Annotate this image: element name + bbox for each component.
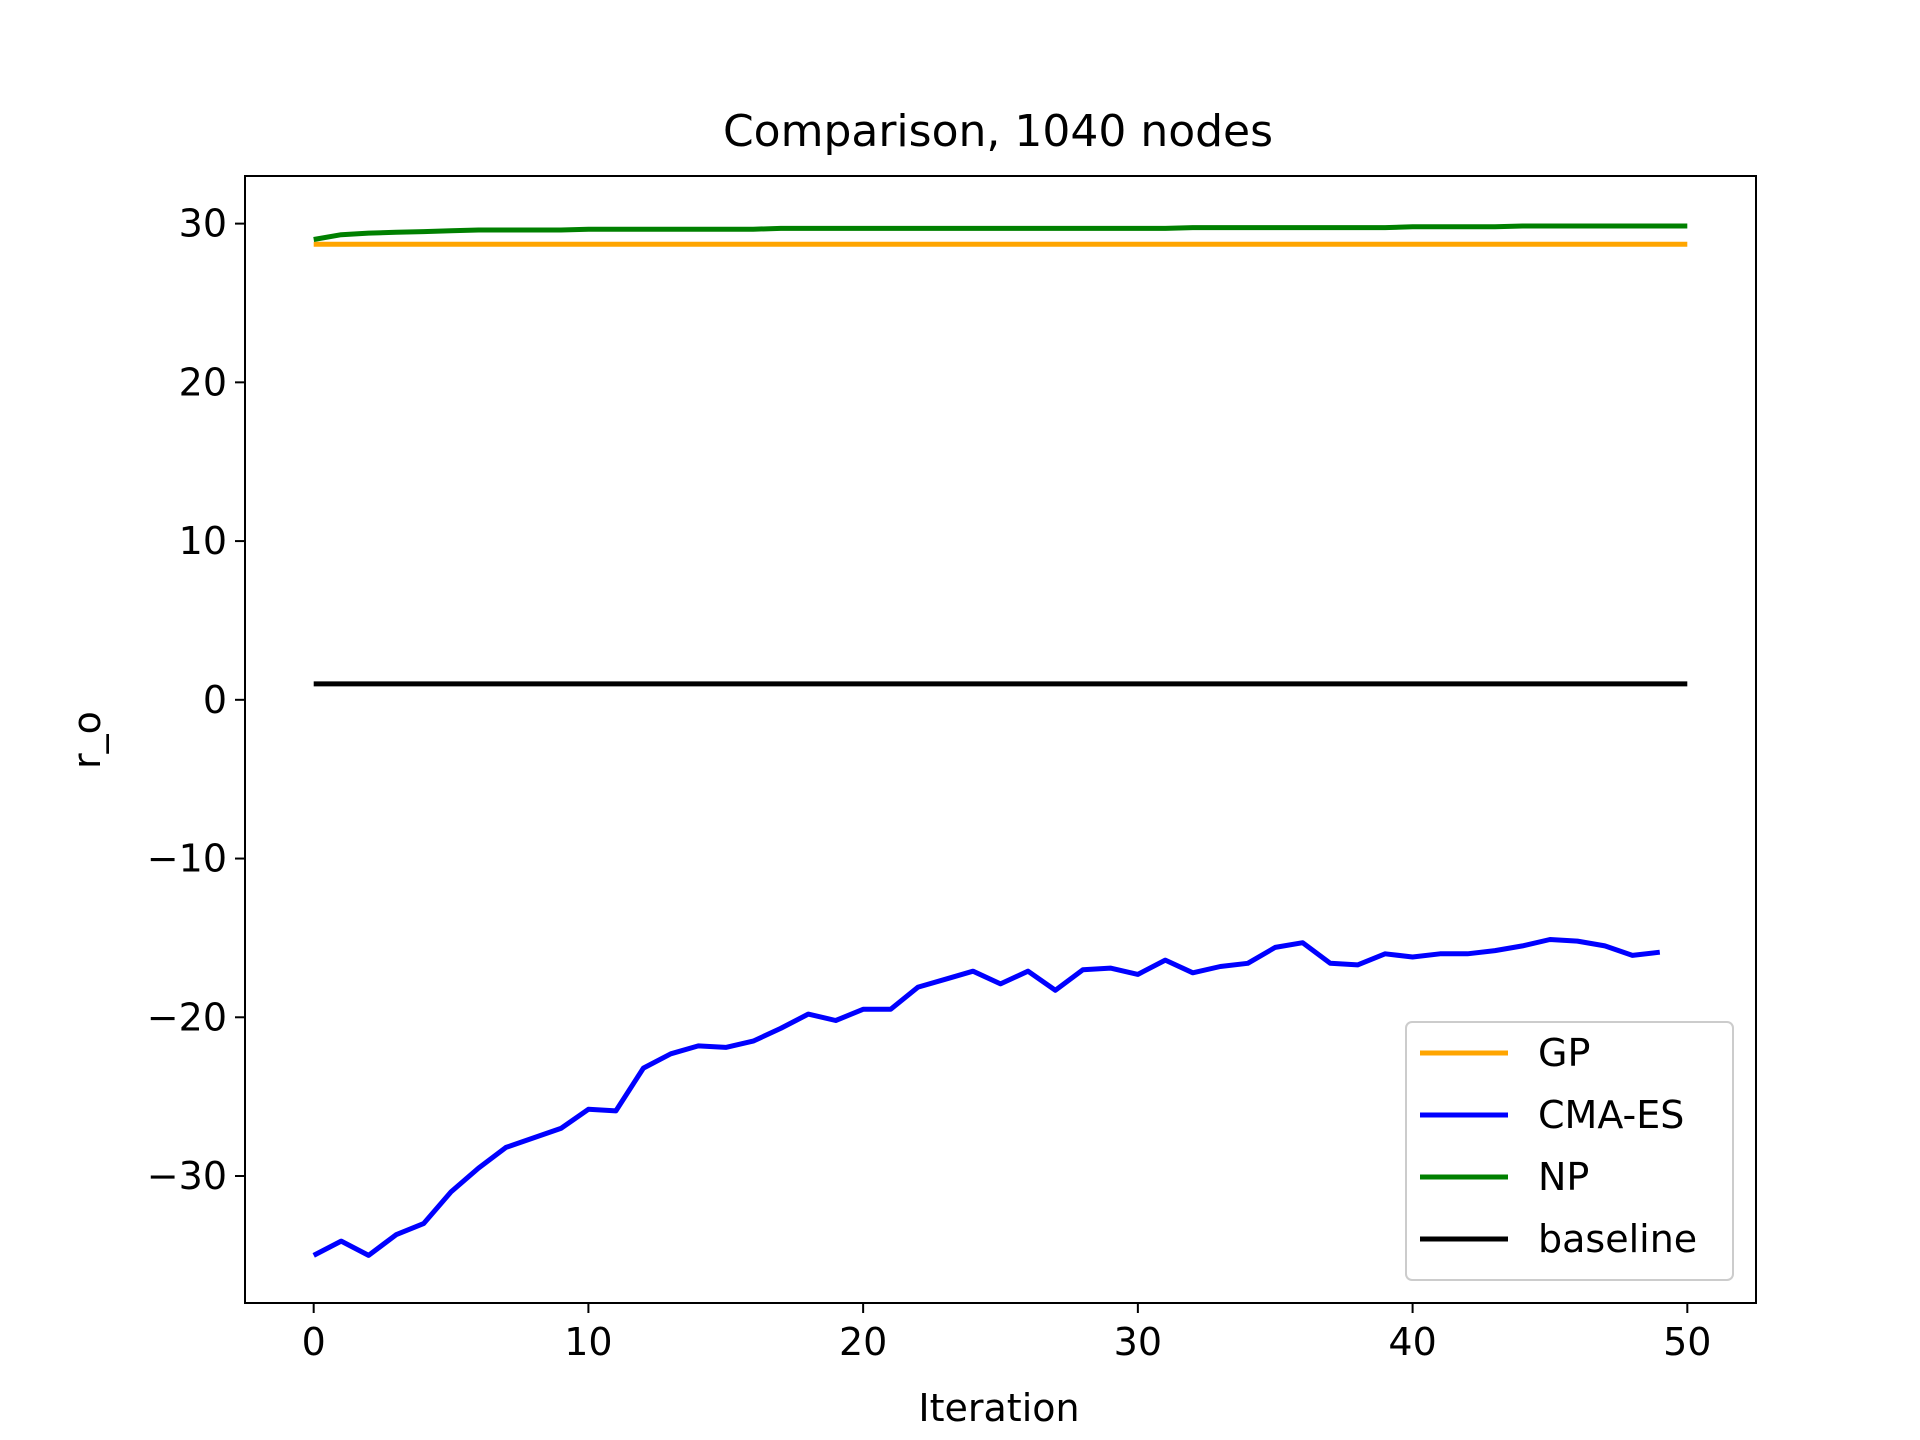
- plot-frame: [244, 175, 1757, 1304]
- y-tick-label: 0: [203, 678, 227, 722]
- series-layer: [312, 223, 1688, 1258]
- x-tick-label: 30: [1114, 1320, 1162, 1364]
- legend-label-baseline: baseline: [1538, 1217, 1697, 1261]
- series-line-cma-es: [312, 937, 1661, 1258]
- y-axis: −30 −20 −10 0 10 20 30: [147, 202, 245, 1198]
- chart-title: Comparison, 1040 nodes: [723, 106, 1273, 157]
- y-tick-label: 10: [179, 519, 227, 563]
- x-axis: 0 10 20 30 40 50: [302, 1303, 1711, 1364]
- y-tick-label: −10: [147, 837, 227, 881]
- x-axis-label: Iteration: [918, 1386, 1079, 1430]
- legend-label-cma-es: CMA-ES: [1538, 1093, 1684, 1137]
- legend: GP CMA-ES NP baseline: [1405, 1021, 1734, 1281]
- x-tick-label: 50: [1663, 1320, 1711, 1364]
- legend-frame: [1405, 1021, 1734, 1281]
- y-tick-label: 30: [179, 202, 227, 246]
- y-axis-label: r_o: [65, 711, 109, 769]
- y-tick-label: 20: [179, 360, 227, 404]
- x-tick-label: 40: [1388, 1320, 1436, 1364]
- x-tick-label: 0: [302, 1320, 326, 1364]
- legend-label-np: NP: [1538, 1155, 1589, 1199]
- legend-items: GP CMA-ES NP baseline: [1420, 1031, 1697, 1261]
- x-tick-label: 20: [839, 1320, 887, 1364]
- y-tick-label: −20: [147, 995, 227, 1039]
- legend-label-gp: GP: [1538, 1031, 1590, 1075]
- series-line-np: [313, 223, 1688, 242]
- y-tick-label: −30: [147, 1154, 227, 1198]
- x-tick-label: 10: [564, 1320, 612, 1364]
